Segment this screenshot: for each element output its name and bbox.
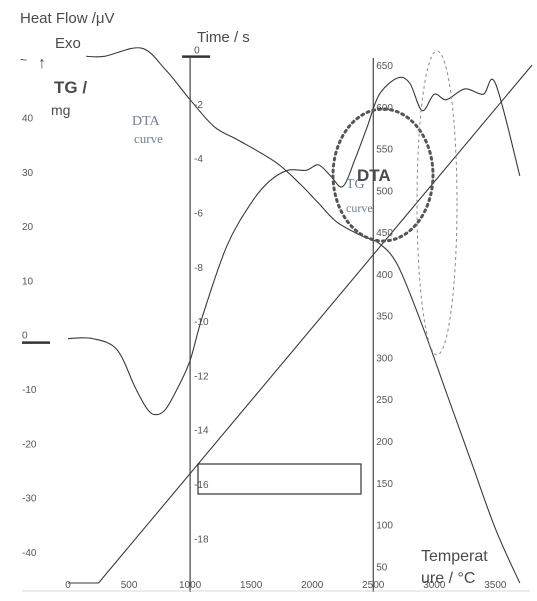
chart-tick-labels: 0 500 1000 1500 2000 2500 3000 3500403020100-10… <box>22 46 507 591</box>
temperature-tick-label: 400 <box>376 270 393 281</box>
dta-curve-label: DTA <box>132 114 161 129</box>
time-tick-label: -2 <box>194 100 203 111</box>
heat-flow-tick-label: -30 <box>22 494 37 505</box>
heat-flow-tick-label: 0 <box>22 331 28 342</box>
temperature-unit-label: ure / °C <box>421 570 475 587</box>
heat-flow-tick-label: 10 <box>22 276 34 287</box>
time-tick-label: -8 <box>194 263 203 274</box>
temperature-tick-label: 150 <box>376 479 393 490</box>
temperature-tick-label: 250 <box>376 395 393 406</box>
chart-series <box>67 47 533 584</box>
x-tick-label: 2000 <box>301 580 324 591</box>
time-tick-label: 0 <box>194 46 200 57</box>
tilde-mark: ~ <box>20 53 27 67</box>
time-tick-label: -14 <box>194 426 209 437</box>
time-tick-label: -4 <box>194 154 203 165</box>
highlight-shapes <box>197 50 458 495</box>
chart-axes <box>22 55 530 592</box>
tg-curve-label: TG <box>346 177 365 192</box>
temperature-label: Temperat <box>421 548 488 565</box>
peak-highlight-ellipse <box>416 50 458 356</box>
temperature-tick-label: 200 <box>376 437 393 448</box>
heat-flow-tick-label: -20 <box>22 439 37 450</box>
time-tick-label: -12 <box>194 371 209 382</box>
time-tick-label: -18 <box>194 534 209 545</box>
dta-curve-line <box>67 76 521 416</box>
temperature-tick-label: 650 <box>376 61 393 72</box>
temperature-tick-label: 500 <box>376 186 393 197</box>
dta-curve-label-2: curve <box>134 131 163 146</box>
heat-flow-tick-label: 40 <box>22 113 34 124</box>
time-tick-label: -6 <box>194 208 203 219</box>
x-tick-label: 0 <box>65 580 71 591</box>
tg-unit-label: mg <box>51 102 70 118</box>
temperature-tick-label: 100 <box>376 521 393 532</box>
temperature-tick-label: 350 <box>376 312 393 323</box>
temperature-tick-label: 550 <box>376 145 393 156</box>
time-tick-label: -10 <box>194 317 209 328</box>
heat-flow-tick-label: -10 <box>22 385 37 396</box>
heat-flow-label: Heat Flow /μV <box>20 10 115 27</box>
tg-curve-label-2: curve <box>346 201 373 215</box>
exo-label: Exo <box>55 35 81 52</box>
heat-flow-tick-label: 20 <box>22 222 34 233</box>
heat-flow-tick-label: 30 <box>22 168 34 179</box>
blank-rectangle <box>197 463 362 495</box>
temperature-tick-label: 450 <box>376 228 393 239</box>
temperature-line <box>68 64 533 584</box>
dta-highlight-circle <box>331 107 435 243</box>
annotations: Heat Flow /μV ~ ↑ Exo TG / mg Time / s D… <box>20 10 488 587</box>
x-tick-label: 3000 <box>423 580 446 591</box>
temperature-tick-label: 50 <box>376 562 388 573</box>
up-arrow-icon: ↑ <box>38 55 46 72</box>
time-label: Time / s <box>197 29 250 46</box>
tg-curve-line <box>86 47 521 584</box>
x-tick-label: 1000 <box>179 580 202 591</box>
tg-label: TG / <box>54 78 87 97</box>
x-tick-label: 500 <box>121 580 138 591</box>
temperature-tick-label: 300 <box>376 353 393 364</box>
heat-flow-tick-label: -40 <box>22 548 37 559</box>
x-tick-label: 1500 <box>240 580 263 591</box>
x-tick-label: 3500 <box>484 580 507 591</box>
time-tick-label: -16 <box>194 480 209 491</box>
x-tick-label: 2500 <box>362 580 385 591</box>
dta-circle-label: DTA <box>357 166 391 185</box>
